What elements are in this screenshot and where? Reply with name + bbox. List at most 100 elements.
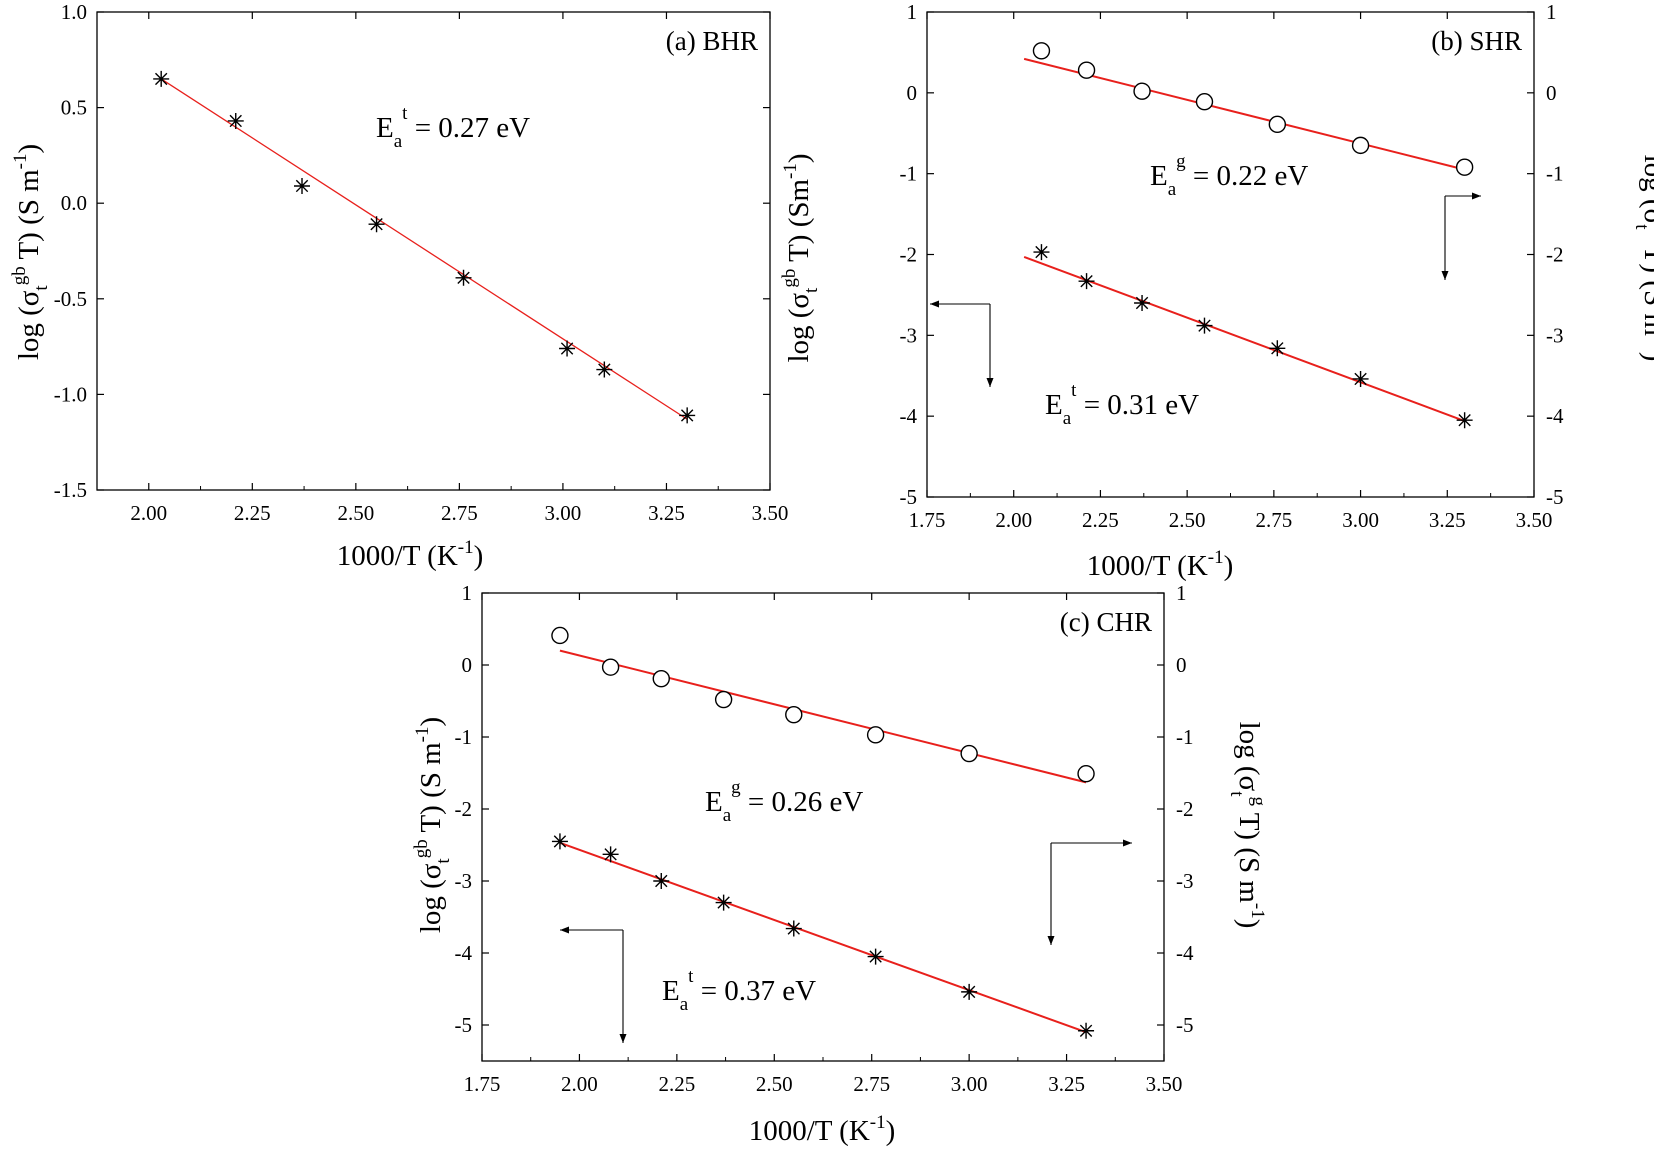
data-point: [1033, 244, 1050, 261]
arrow-head: [1472, 192, 1481, 200]
data-point: [960, 744, 978, 763]
data-point: [653, 873, 670, 889]
data-point: [1456, 412, 1473, 429]
y-tick-label: -4: [900, 404, 918, 428]
y-axis-label: log (σtgb T) (Sm-1): [779, 153, 822, 362]
x-tick-label: 2.00: [995, 508, 1032, 532]
y-tick-label-right: 0: [1176, 653, 1187, 677]
activation-energy-label: Eat = 0.37 eV: [662, 966, 816, 1015]
y-tick-label-right: -3: [1546, 323, 1564, 347]
y-axis-label: log (σtgb T) (S m-1): [9, 144, 52, 360]
series-1-circle: [551, 626, 1095, 784]
y-axis-label: log (σtgb T) (S m-1): [411, 717, 454, 933]
data-point: [715, 894, 732, 911]
y-tick-label: -0.5: [54, 287, 87, 311]
data-point: [866, 726, 885, 744]
plot-frame: [96, 11, 771, 491]
panel-label: (a) BHR: [666, 26, 758, 56]
arrow-head: [560, 926, 569, 934]
y-tick-label-right: -5: [1176, 1013, 1194, 1037]
y-tick-label: -1.5: [54, 478, 87, 502]
fit-line: [1023, 57, 1465, 171]
series-2-star: [551, 833, 1095, 1039]
fit-line: [559, 649, 1087, 784]
y-tick-label: -3: [900, 323, 918, 347]
axis-indicator-arrow: [1047, 839, 1132, 945]
data-point: [1196, 317, 1213, 334]
x-tick-label: 2.00: [561, 1072, 598, 1096]
data-point: [1269, 340, 1286, 357]
x-tick-label: 3.50: [1146, 1072, 1183, 1096]
fit-line: [1023, 255, 1465, 422]
x-tick-label: 2.75: [1255, 508, 1292, 532]
data-point: [1077, 61, 1096, 79]
data-point: [227, 112, 244, 129]
data-point: [368, 216, 385, 233]
y-tick-label-right: -5: [1546, 485, 1564, 509]
y-tick-label: 1: [907, 0, 918, 24]
data-point: [1455, 158, 1474, 176]
y-tick-label: -3: [455, 869, 473, 893]
y-tick-label: -4: [455, 941, 473, 965]
data-point: [551, 626, 569, 645]
x-tick-label: 3.25: [1429, 508, 1466, 532]
x-axis-label: 1000/T (K-1): [1087, 547, 1234, 582]
x-tick-label: 3.25: [648, 501, 685, 525]
x-tick-label: 2.75: [853, 1072, 890, 1096]
y-tick-label-right: -4: [1176, 941, 1194, 965]
data-point: [1078, 1022, 1095, 1039]
y-axis-label-right: log (σtg T) (S m-1): [1631, 155, 1654, 362]
x-axis-label: 1000/T (K-1): [749, 1112, 896, 1147]
x-tick-label: 3.00: [951, 1072, 988, 1096]
y-tick-label-right: -2: [1176, 797, 1194, 821]
plot-frame: [481, 592, 1165, 1062]
y-tick-label: -1: [900, 162, 918, 186]
x-tick-label: 3.25: [1048, 1072, 1085, 1096]
series-1-star: [153, 70, 696, 424]
data-point: [679, 407, 696, 424]
y-tick-label-right: -1: [1546, 162, 1564, 186]
data-point: [1078, 273, 1095, 290]
y-tick-label-right: 1: [1546, 0, 1557, 24]
x-tick-label: 2.25: [658, 1072, 695, 1096]
y-tick-label-right: -4: [1546, 404, 1564, 428]
y-tick-label-right: -3: [1176, 869, 1194, 893]
plot-frame: [926, 11, 1535, 498]
y-tick-label-right: 1: [1176, 581, 1187, 605]
y-tick-label: 0.0: [61, 191, 87, 215]
data-point: [785, 920, 802, 937]
y-tick-label: -1.0: [54, 382, 87, 406]
series-2-star: [1023, 244, 1473, 429]
data-point: [1134, 295, 1151, 311]
y-tick-label: 1.0: [61, 0, 87, 24]
data-point: [785, 705, 803, 724]
arrow-head: [1441, 271, 1449, 280]
data-point: [294, 177, 311, 194]
panel-label: (c) CHR: [1060, 607, 1152, 637]
x-tick-label: 1.75: [464, 1072, 501, 1096]
data-point: [1133, 82, 1151, 100]
y-tick-label: -2: [900, 243, 918, 267]
axis-indicator-arrow: [930, 300, 994, 387]
fit-line: [160, 78, 688, 420]
y-tick-label-right: 0: [1546, 81, 1557, 105]
y-tick-label: 0: [462, 653, 473, 677]
x-tick-label: 2.25: [1082, 508, 1119, 532]
x-tick-label: 3.50: [752, 501, 789, 525]
data-point: [153, 70, 170, 87]
data-point: [1351, 136, 1370, 155]
x-tick-label: 3.00: [1342, 508, 1379, 532]
x-tick-label: 2.25: [234, 501, 271, 525]
data-point: [551, 833, 568, 850]
activation-energy-label: Eag = 0.26 eV: [705, 777, 863, 826]
y-tick-label: -5: [455, 1013, 473, 1037]
chart-panel-2: 1.75 2.00 2.25 2.50 2.75 3.00 3.25 3.50-5 -5-4 -4…: [779, 0, 1654, 582]
data-point: [652, 669, 670, 688]
data-point: [1077, 765, 1095, 783]
activation-energy-label: Eag = 0.22 eV: [1150, 151, 1308, 200]
x-tick-label: 3.00: [545, 501, 582, 525]
x-tick-label: 1.75: [909, 508, 946, 532]
data-point: [867, 948, 884, 965]
y-axis-label-right: log (σtg T) (S m-1): [1226, 722, 1269, 929]
